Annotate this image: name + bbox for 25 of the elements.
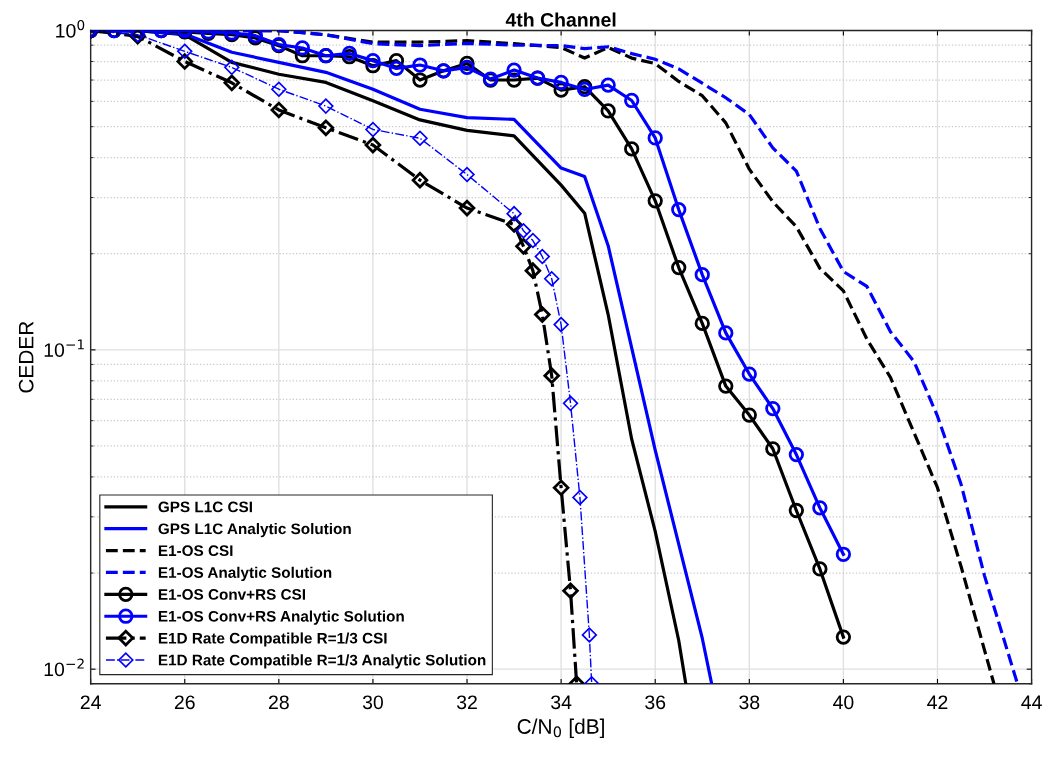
x-tick-label: 44 [1021,695,1042,709]
legend-label: E1-OS Conv+RS CSI [158,589,305,600]
legend-label: E1-OS Conv+RS Analytic Solution [158,610,404,625]
chart-title: 4th Channel [505,12,616,27]
x-tick-label: 34 [551,695,572,710]
x-tick-label: 24 [80,695,101,709]
x-tick-label: 38 [739,695,760,710]
y-axis-title: CEDER [18,321,34,393]
legend-label: E1D Rate Compatible R=1/3 Analytic Solution [158,654,486,669]
y-tick-label: 10$^{−2}$ [44,658,84,677]
x-axis-title: C/N$_{0}$ [dB] [517,718,604,738]
x-tick-label: 32 [456,695,477,710]
y-tick-label: 10$^{−1}$ [44,339,84,357]
legend-label: E1-OS Analytic Solution [158,566,332,581]
legend-label: GPS L1C CSI [158,501,252,513]
x-tick-label: 28 [269,695,289,710]
legend-label: E1D Rate Compatible R=1/3 CSI [158,632,387,647]
legend-label: GPS L1C Analytic Solution [158,522,351,538]
x-tick-label: 40 [833,695,854,710]
y-tick-label: 10$^{0}$ [56,19,85,38]
x-tick-label: 36 [645,695,666,710]
x-tick-label: 42 [927,695,948,709]
x-tick-label: 30 [362,695,383,710]
x-tick-label: 26 [174,695,195,710]
legend-label: E1-OS CSI [158,545,233,557]
